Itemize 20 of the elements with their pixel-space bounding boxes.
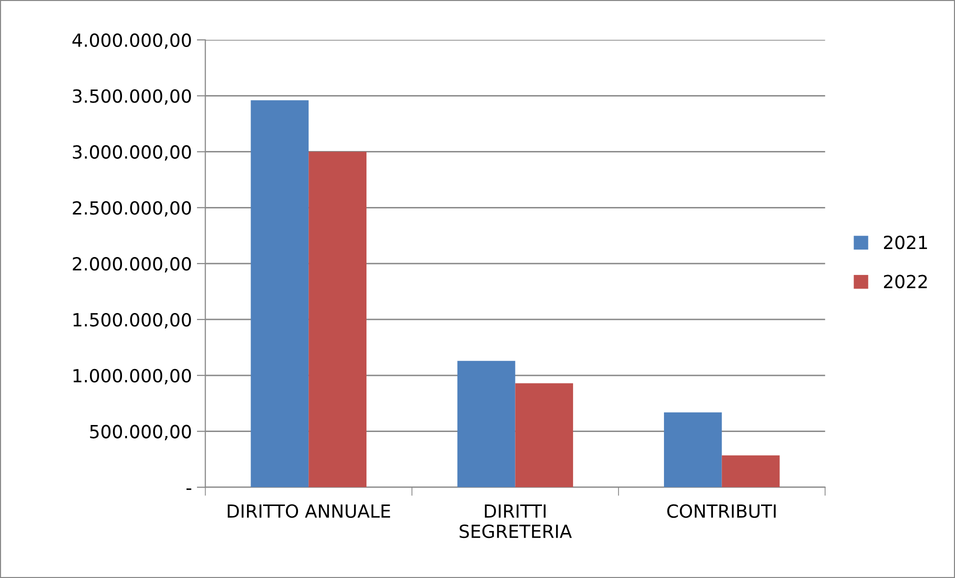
y-tick-label: 3.500.000,00	[72, 89, 191, 105]
bar	[308, 152, 366, 488]
y-tick-label: 500.000,00	[90, 424, 191, 440]
y-tick-label: 2.000.000,00	[72, 257, 191, 273]
legend-label: 2022	[884, 274, 927, 288]
y-tick-label: 1.000.000,00	[74, 368, 191, 384]
y-tick-label: 3.000.000,00	[72, 145, 191, 161]
x-tick-label: DIRITTI SEGRETERIA	[460, 504, 572, 538]
y-tick-label: 4.000.000,00	[72, 33, 191, 49]
x-tick-label: DIRITTO ANNUALE	[228, 504, 390, 518]
bar	[457, 360, 516, 488]
legend-label: 2021	[884, 236, 927, 250]
bar	[722, 455, 780, 488]
y-tick-label: -	[186, 488, 192, 490]
y-tick-label: 1.500.000,00	[74, 312, 191, 328]
bar	[664, 412, 722, 488]
x-tick-label: CONTRIBUTI	[667, 504, 776, 518]
y-tick-label: 2.500.000,00	[72, 201, 191, 217]
bar	[250, 100, 309, 488]
bar	[515, 383, 574, 488]
